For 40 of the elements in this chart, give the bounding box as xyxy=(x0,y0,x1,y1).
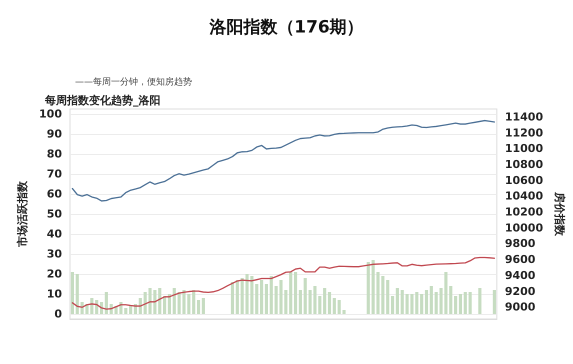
y-tick-label: 40 xyxy=(46,228,62,240)
text: 每周指数变化趋势_洛阳 xyxy=(44,94,160,107)
line-series xyxy=(72,120,496,202)
y-tick-label: 80 xyxy=(46,148,62,160)
chart-subtitle: ——每周一分钟，便知房趋势 xyxy=(75,76,192,88)
bar xyxy=(230,282,234,314)
y2-tick-label: 10600 xyxy=(504,174,544,187)
chart-title: 洛阳指数（176期） xyxy=(208,18,364,38)
y2-tick-label: 9200 xyxy=(504,284,536,298)
y2-tick-label: 10400 xyxy=(504,190,544,203)
y-tick-label: 90 xyxy=(46,128,62,140)
y2-tick-label: 10000 xyxy=(504,221,544,234)
y-axis-title: 市场活跃指数 xyxy=(16,180,30,248)
bar xyxy=(424,290,428,314)
y2-tick-label: 9600 xyxy=(504,253,536,266)
y-tick-label: 0 xyxy=(54,308,62,320)
y-tick-label: 10 xyxy=(46,288,62,300)
y2-tick-label: 9000 xyxy=(504,300,536,314)
bar xyxy=(202,298,205,314)
y2-tick-label: 9800 xyxy=(504,237,536,250)
bar xyxy=(478,288,482,314)
bar xyxy=(182,290,186,314)
y-tick-label: 100 xyxy=(39,108,62,120)
y2-tick-label: 10800 xyxy=(504,158,544,171)
y2-tick-label: 9400 xyxy=(504,268,536,282)
y2-tick-label: 11400 xyxy=(504,110,544,124)
y-tick-label: 60 xyxy=(46,188,62,200)
bar xyxy=(492,290,496,314)
bar xyxy=(328,292,332,314)
y-tick-label: 30 xyxy=(46,248,62,260)
y2-tick-label: 11000 xyxy=(504,142,544,156)
bar xyxy=(279,280,283,314)
bar xyxy=(376,272,380,314)
y-tick-label: 20 xyxy=(46,268,62,280)
y-tick-label: 50 xyxy=(46,208,62,220)
y-tick-label: 70 xyxy=(46,168,62,180)
y2-axis-title: 房价指数 xyxy=(553,191,566,237)
y2-tick-label: 10200 xyxy=(504,206,544,219)
line-series xyxy=(72,256,496,310)
y2-tick-label: 11200 xyxy=(504,126,544,140)
